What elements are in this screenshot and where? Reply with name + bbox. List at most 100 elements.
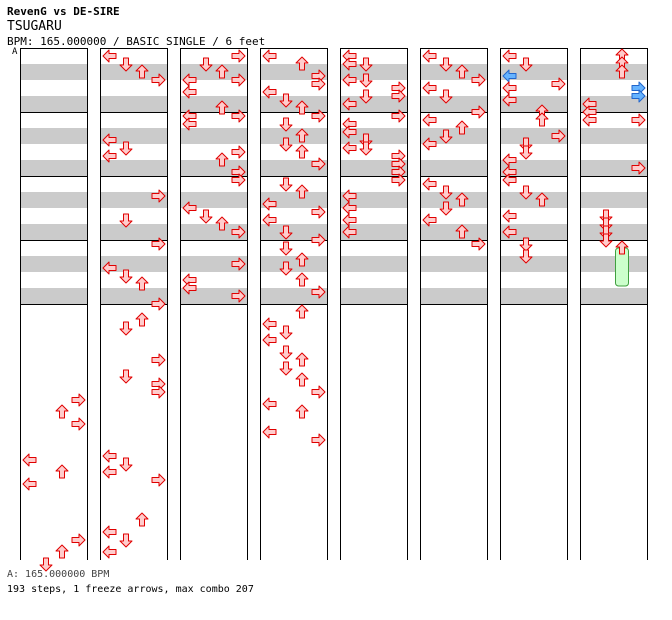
up-arrow-icon — [455, 120, 469, 135]
down-arrow-icon — [119, 57, 133, 72]
measure-line — [260, 240, 328, 241]
right-arrow-icon — [311, 285, 326, 299]
right-arrow-icon — [231, 73, 246, 87]
down-arrow-icon — [119, 321, 133, 336]
up-arrow-icon — [215, 216, 229, 231]
beat-stripe — [420, 64, 488, 80]
beat-stripe — [500, 288, 568, 304]
down-arrow-icon — [359, 89, 373, 104]
down-arrow-icon — [439, 129, 453, 144]
left-arrow-icon — [102, 133, 117, 147]
beat-stripe — [20, 192, 88, 208]
up-arrow-icon — [55, 544, 69, 559]
down-arrow-icon — [39, 557, 53, 572]
measure-line — [340, 176, 408, 177]
beat-stripe — [180, 192, 248, 208]
column-edge — [580, 48, 581, 560]
down-arrow-icon — [279, 241, 293, 256]
left-arrow-icon — [422, 177, 437, 191]
beat-stripe — [100, 288, 168, 304]
chart-column — [420, 48, 488, 560]
beat-stripe — [500, 128, 568, 144]
measure-line — [180, 304, 248, 305]
beat-stripe — [420, 96, 488, 112]
measure-line — [420, 112, 488, 113]
beat-stripe — [100, 96, 168, 112]
down-arrow-icon — [439, 201, 453, 216]
left-arrow-icon — [262, 213, 277, 227]
measure-line — [260, 304, 328, 305]
step-stats: 193 steps, 1 freeze arrows, max combo 20… — [7, 584, 254, 595]
beat-stripe — [20, 128, 88, 144]
measure-line — [340, 112, 408, 113]
up-arrow-icon — [215, 100, 229, 115]
beat-stripe — [180, 160, 248, 176]
left-arrow-icon — [102, 525, 117, 539]
beat-stripe — [20, 64, 88, 80]
left-arrow-icon — [342, 97, 357, 111]
left-arrow-icon — [502, 209, 517, 223]
right-arrow-icon — [311, 233, 326, 247]
measure-line — [500, 304, 568, 305]
left-arrow-icon — [102, 545, 117, 559]
left-arrow-icon — [422, 213, 437, 227]
measure-line — [580, 304, 648, 305]
beat-stripe — [260, 256, 328, 272]
left-arrow-icon — [422, 113, 437, 127]
beat-stripe — [180, 128, 248, 144]
up-arrow-icon — [455, 192, 469, 207]
measure-line — [20, 304, 88, 305]
right-arrow-icon — [151, 473, 166, 487]
left-arrow-icon — [102, 449, 117, 463]
beat-stripe — [180, 288, 248, 304]
beat-stripe — [260, 224, 328, 240]
left-arrow-icon — [502, 225, 517, 239]
measure-line — [420, 176, 488, 177]
measure-line — [100, 48, 168, 49]
beat-stripe — [420, 160, 488, 176]
beat-stripe — [100, 256, 168, 272]
up-arrow-icon — [135, 312, 149, 327]
left-arrow-icon — [22, 477, 37, 491]
left-arrow-icon — [182, 73, 197, 87]
down-arrow-icon — [359, 141, 373, 156]
up-arrow-icon — [615, 240, 629, 255]
measure-line — [20, 176, 88, 177]
notes-layer — [262, 49, 326, 447]
beat-stripe — [20, 288, 88, 304]
right-arrow-icon — [391, 89, 406, 103]
notes-layer — [422, 49, 486, 251]
notes-layer — [502, 49, 566, 264]
beat-stripe — [340, 160, 408, 176]
measure-line — [420, 304, 488, 305]
right-arrow-icon — [231, 257, 246, 271]
up-arrow-icon — [295, 272, 309, 287]
beat-stripe — [260, 128, 328, 144]
left-arrow-icon — [582, 113, 597, 127]
left-arrow-icon — [502, 173, 517, 187]
right-arrow-icon — [231, 173, 246, 187]
beat-stripe — [260, 288, 328, 304]
down-arrow-icon — [519, 249, 533, 264]
right-arrow-icon — [391, 173, 406, 187]
left-arrow-icon — [502, 49, 517, 63]
left-arrow-icon — [422, 49, 437, 63]
right-arrow-icon — [631, 161, 646, 175]
measure-line — [260, 176, 328, 177]
down-arrow-icon — [279, 345, 293, 360]
beat-stripe — [180, 256, 248, 272]
right-arrow-icon — [71, 417, 86, 431]
right-arrow-icon — [151, 297, 166, 311]
beat-stripe — [340, 224, 408, 240]
measure-line — [420, 240, 488, 241]
down-arrow-icon — [439, 89, 453, 104]
left-arrow-icon — [502, 69, 517, 83]
measure-line — [180, 112, 248, 113]
beat-stripe — [500, 96, 568, 112]
beat-stripe — [20, 96, 88, 112]
left-arrow-icon — [182, 201, 197, 215]
down-arrow-icon — [519, 185, 533, 200]
column-edge — [327, 48, 328, 560]
left-arrow-icon — [262, 85, 277, 99]
measure-line — [500, 112, 568, 113]
